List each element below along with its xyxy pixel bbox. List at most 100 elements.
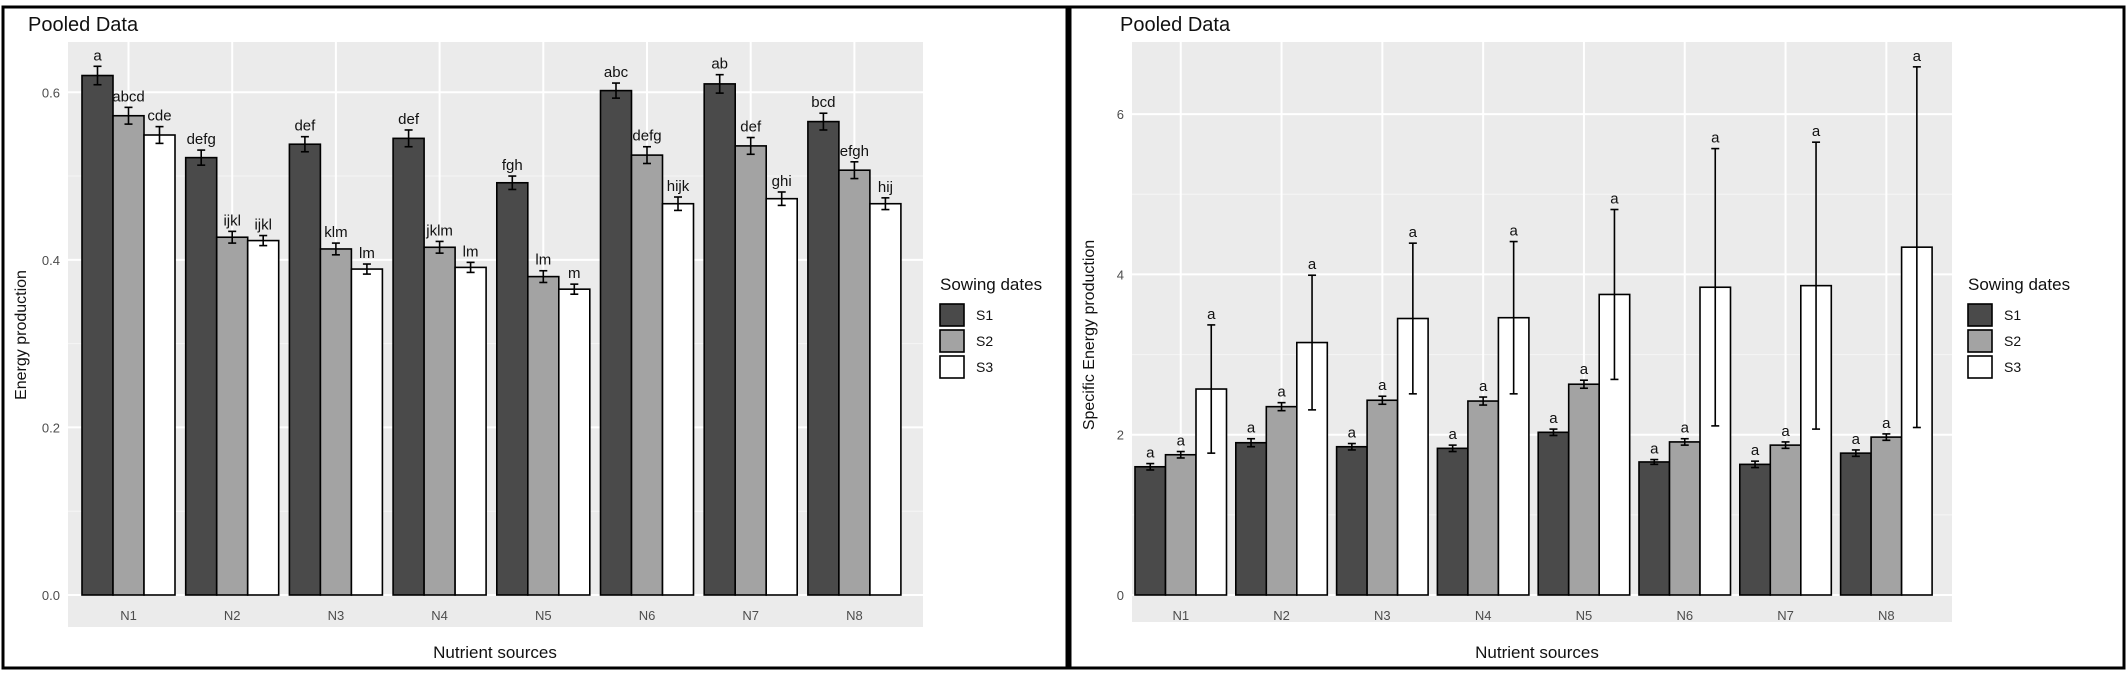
x-tick-label: N5 [1576,608,1593,623]
bar-significance-label: a [1610,191,1619,208]
bar-s3-n6 [1699,286,1732,596]
x-tick-label: N2 [224,608,241,623]
y-tick-label: 0.2 [42,420,60,435]
bar-significance-label: m [568,265,581,282]
x-tick-label: N7 [742,608,759,623]
bar-s1-n4 [392,137,425,596]
bar-s1-n8 [807,120,840,596]
bar-s2-n8 [1870,436,1903,596]
x-tick-label: N8 [1878,608,1895,623]
bar-significance-label: efgh [840,143,869,160]
x-tick-label: N6 [1676,608,1693,623]
y-tick-label: 0.6 [42,85,60,100]
bar-significance-label: a [1781,423,1790,440]
y-tick-label: 0 [1117,588,1124,603]
bar-significance-label: bcd [811,94,835,111]
x-tick-label: N5 [535,608,552,623]
bar-significance-label: a [1479,378,1488,395]
bar-significance-label: fgh [502,157,523,174]
bar-significance-label: a [1509,223,1518,240]
x-tick-label: N3 [1374,608,1391,623]
bar-significance-label: ijkl [254,217,272,234]
bar-significance-label: a [1580,361,1589,378]
bar-significance-label: a [1852,431,1861,448]
bar-significance-label: jklm [425,222,453,239]
bar-s1-n5 [1537,431,1570,596]
y-tick-label: 0.4 [42,253,60,268]
bar-significance-label: def [398,111,420,128]
bar-significance-label: a [1711,130,1720,147]
bar-s1-n5 [495,181,529,596]
legend-key-s1 [939,303,965,327]
bar-significance-label: a [1751,442,1760,459]
bar-s3-n8 [869,202,902,596]
bar-s1-n3 [288,143,322,596]
bar-s1-n7 [703,83,737,596]
chart-right-title: Pooled Data [1120,14,1231,36]
left-frame [1,5,1069,670]
chart-left-y-axis-label: Energy production [13,270,30,400]
y-tick-label: 2 [1117,428,1124,443]
bar-s1-n6 [599,89,633,596]
bar-significance-label: a [93,47,102,64]
chart-right: Pooled Data a a a a a a a a a a a a a a a a a a a a a a a a 0 2 4… [1081,14,2070,662]
chart-left-x-axis-label: Nutrient sources [433,643,557,662]
bar-s3-n7 [765,197,799,596]
x-tick-label: N4 [1475,608,1492,623]
bar-significance-label: abc [604,64,629,81]
x-tick-label: N7 [1777,608,1794,623]
x-tick-label: N8 [846,608,863,623]
bar-significance-label: lm [359,245,375,262]
legend-label-s1: S1 [976,307,993,323]
bar-s3-n3 [350,268,384,596]
bar-significance-label: ghi [772,173,792,190]
bar-significance-label: a [1247,420,1256,437]
bar-s2-n6 [1668,441,1701,596]
bar-s1-n2 [184,156,218,596]
chart-left-y-ticks: 0.0 0.2 0.4 0.6 [42,85,60,603]
chart-right-y-ticks: 0 2 4 6 [1117,107,1124,603]
legend-label-s3: S3 [976,359,993,375]
bar-s2-n7 [734,145,768,596]
legend-title: Sowing dates [940,275,1042,294]
bar-s2-n8 [838,169,871,596]
legend-key-s1 [1967,303,1993,327]
bar-significance-label: defg [632,128,661,145]
bar-s2-n5 [526,275,560,596]
bar-significance-label: a [1277,384,1286,401]
bar-s2-n2 [215,236,249,596]
bar-significance-label: a [1177,433,1186,450]
bar-s2-n3 [319,248,353,596]
legend-key-s3 [1967,355,1993,379]
bar-s1-n4 [1436,447,1469,596]
bar-s1-n1 [1134,465,1167,596]
bar-significance-label: a [1549,410,1558,427]
bar-s2-n1 [1164,453,1197,596]
bar-significance-label: a [1650,441,1659,458]
bar-s3-n2 [246,239,280,596]
bar-significance-label: ijkl [223,212,241,229]
bar-significance-label: klm [324,224,347,241]
y-tick-label: 4 [1117,267,1124,282]
legend-key-s2 [939,329,965,353]
y-tick-label: 6 [1117,107,1124,122]
legend-label-s2: S2 [2004,333,2021,349]
legend-label-s3: S3 [2004,359,2021,375]
x-tick-label: N2 [1273,608,1290,623]
bar-significance-label: abcd [112,88,145,105]
bar-s2-n6 [630,154,664,596]
bar-significance-label: def [294,118,316,135]
chart-right-x-ticks: N1 N2 N3 N4 N5 N6 N7 N8 [1172,608,1894,623]
bar-s1-n1 [81,74,114,596]
bar-significance-label: hijk [667,178,690,195]
chart-right-x-axis-label: Nutrient sources [1475,643,1599,662]
chart-right-bars: a a a a a a a a a a a a a a a a a a a a a a a a [1134,48,1933,596]
x-tick-label: N1 [1172,608,1189,623]
bar-s2-n4 [423,246,456,596]
bar-s3-n6 [661,202,695,596]
bar-s2-n7 [1769,444,1802,596]
bar-s1-n7 [1739,463,1772,596]
